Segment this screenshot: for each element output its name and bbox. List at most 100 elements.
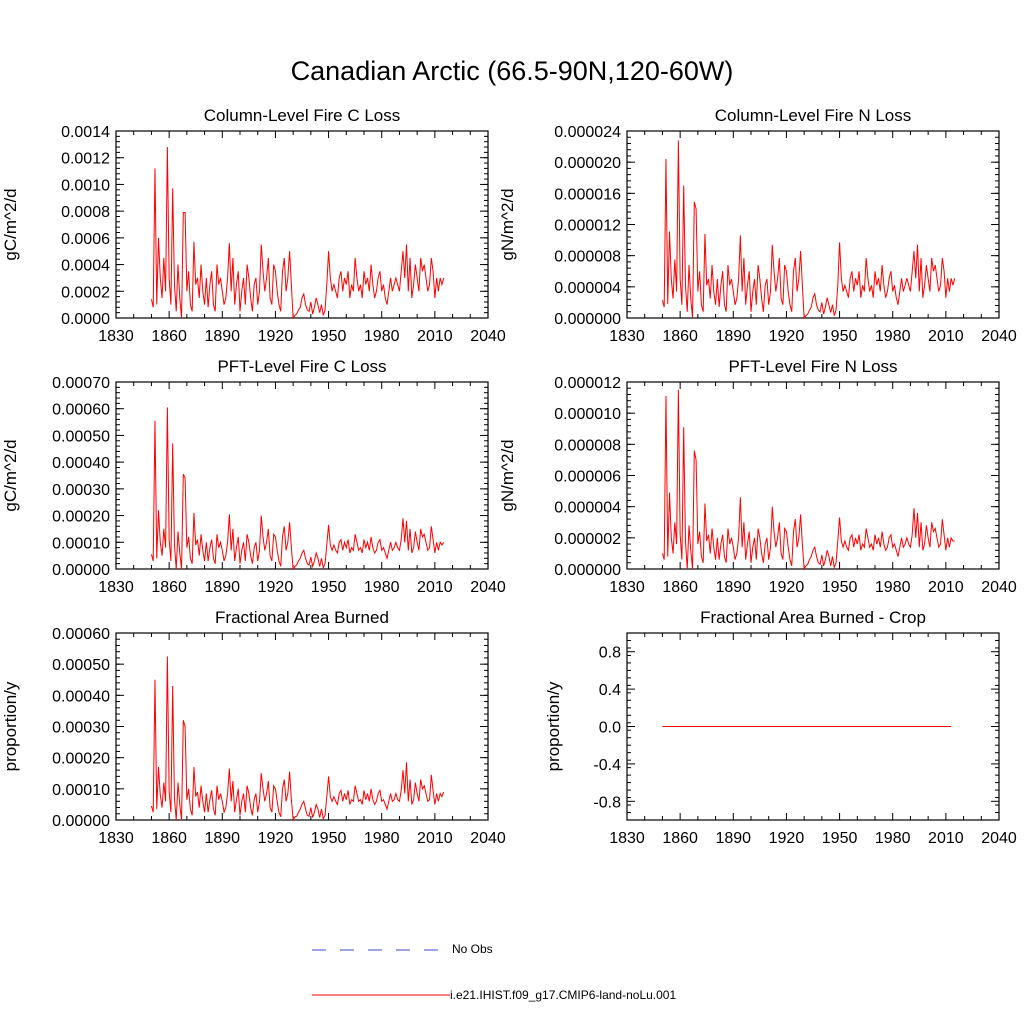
x-tick-label: 1950	[311, 830, 347, 847]
x-tick-label: 1980	[364, 579, 400, 596]
x-tick-label: 2010	[928, 579, 964, 596]
y-tick-label: 0.000012	[554, 218, 621, 235]
panel-title: Column-Level Fire N Loss	[715, 106, 912, 125]
y-tick-label: 0.00060	[52, 626, 110, 643]
panel-5: Fractional Area Burned proportion/y 1830 18…	[1, 608, 506, 847]
y-tick-label: 0.0000	[61, 311, 110, 328]
y-tick-label: 0.0008	[61, 204, 110, 221]
y-tick-label: 0.000008	[554, 249, 621, 266]
y-tick-label: 0.000008	[554, 437, 621, 454]
y-tick-label: 0.000000	[554, 562, 621, 579]
x-tick-label: 1920	[769, 328, 805, 345]
x-tick-label: 1920	[769, 830, 805, 847]
x-tick-label: 2040	[470, 328, 506, 345]
y-tick-label: 0.4	[599, 682, 621, 699]
x-tick-label: 1950	[822, 830, 858, 847]
panel-2: Column-Level Fire N Loss gN/m^2/d 1830 1860…	[498, 106, 1017, 345]
x-tick-label: 1920	[769, 579, 805, 596]
x-tick-label: 1920	[258, 830, 294, 847]
y-tick-label: 0.0014	[61, 124, 110, 141]
x-tick-label: 1950	[311, 579, 347, 596]
y-axis-label: gC/m^2/d	[1, 188, 20, 260]
y-tick-label: 0.0	[599, 720, 621, 737]
y-tick-label: 0.00020	[52, 509, 110, 526]
y-tick-label: 0.00050	[52, 428, 110, 445]
panel-title: Fractional Area Burned	[215, 608, 389, 627]
x-tick-label: 2010	[417, 328, 453, 345]
legend-label-model: i.e21.IHIST.f09_g17.CMIP6-land-noLu.001	[450, 988, 677, 1002]
x-tick-label: 1860	[662, 579, 698, 596]
y-tick-label: -0.8	[593, 794, 621, 811]
y-tick-label: 0.000000	[554, 311, 621, 328]
x-tick-label: 2040	[981, 830, 1017, 847]
x-tick-label: 2010	[928, 830, 964, 847]
y-tick-label: 0.00000	[52, 562, 110, 579]
x-tick-label: 1980	[364, 830, 400, 847]
x-tick-label: 2010	[928, 328, 964, 345]
y-tick-label: 0.00000	[52, 813, 110, 830]
x-tick-label: 1950	[311, 328, 347, 345]
y-tick-label: 0.0004	[61, 258, 110, 275]
x-tick-label: 2040	[470, 579, 506, 596]
y-axis-label: proportion/y	[544, 681, 563, 771]
y-axis-label: gN/m^2/d	[498, 188, 517, 260]
x-tick-label: 1830	[609, 328, 645, 345]
main-title: Canadian Arctic (66.5-90N,120-60W)	[290, 56, 734, 86]
y-tick-label: 0.0002	[61, 284, 110, 301]
y-tick-label: 0.0012	[61, 151, 110, 168]
x-tick-label: 1920	[258, 579, 294, 596]
panel-title: PFT-Level Fire N Loss	[728, 357, 897, 376]
y-tick-label: 0.00040	[52, 455, 110, 472]
legend-swatch-model	[312, 994, 450, 996]
x-tick-label: 1890	[204, 328, 240, 345]
y-tick-label: 0.00010	[52, 535, 110, 552]
y-tick-label: 0.0006	[61, 231, 110, 248]
panel-title: Column-Level Fire C Loss	[204, 106, 401, 125]
plot-frame	[115, 130, 489, 319]
y-tick-label: 0.000020	[554, 155, 621, 172]
y-tick-label: 0.000004	[554, 500, 621, 517]
x-tick-label: 1860	[662, 830, 698, 847]
y-tick-label: 0.00050	[52, 657, 110, 674]
y-tick-label: 0.00030	[52, 482, 110, 499]
x-tick-label: 2040	[981, 328, 1017, 345]
x-tick-label: 1860	[151, 830, 187, 847]
y-axis-label: gC/m^2/d	[1, 439, 20, 511]
x-tick-label: 1830	[98, 830, 134, 847]
x-tick-label: 1950	[822, 328, 858, 345]
y-tick-label: 0.000016	[554, 186, 621, 203]
panel-4: PFT-Level Fire N Loss gN/m^2/d 1830 1860 189…	[498, 357, 1017, 596]
series-line-1	[150, 656, 445, 822]
y-tick-label: 0.000006	[554, 469, 621, 486]
x-tick-label: 1830	[609, 579, 645, 596]
x-tick-label: 1860	[662, 328, 698, 345]
y-tick-label: 0.00030	[52, 720, 110, 737]
y-axis-label: proportion/y	[1, 681, 20, 771]
series-line-1	[150, 407, 445, 571]
x-tick-label: 1950	[822, 579, 858, 596]
x-tick-label: 2010	[417, 830, 453, 847]
x-tick-label: 1890	[715, 579, 751, 596]
x-tick-label: 1830	[609, 830, 645, 847]
panel-title: Fractional Area Burned - Crop	[700, 608, 926, 627]
x-tick-label: 2040	[470, 830, 506, 847]
y-tick-label: 0.000024	[554, 124, 621, 141]
y-tick-label: 0.000012	[554, 375, 621, 392]
series-line-1	[150, 147, 445, 320]
legend-swatch-no-obs	[312, 949, 449, 951]
x-tick-label: 1890	[715, 328, 751, 345]
x-tick-label: 1830	[98, 579, 134, 596]
x-tick-label: 1860	[151, 579, 187, 596]
legend-label-no-obs: No Obs	[452, 942, 493, 956]
x-tick-label: 1890	[204, 579, 240, 596]
x-tick-label: 1980	[875, 328, 911, 345]
x-tick-label: 1890	[204, 830, 240, 847]
y-tick-label: 0.00070	[52, 375, 110, 392]
y-tick-label: 0.00020	[52, 751, 110, 768]
y-tick-label: 0.0010	[61, 177, 110, 194]
panel-title: PFT-Level Fire C Loss	[217, 357, 386, 376]
x-tick-label: 1830	[98, 328, 134, 345]
panel-6: Fractional Area Burned - Crop proportion/…	[544, 608, 1017, 847]
y-tick-label: 0.000010	[554, 406, 621, 423]
y-tick-label: 0.000002	[554, 531, 621, 548]
